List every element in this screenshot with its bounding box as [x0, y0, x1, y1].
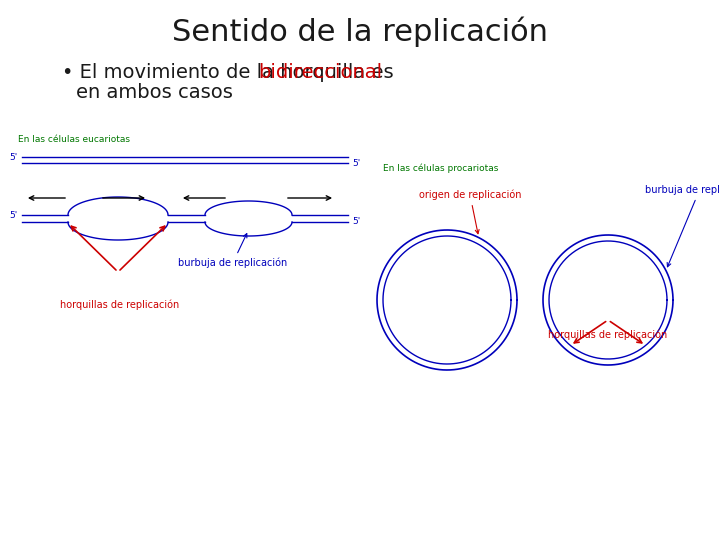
Text: • El movimiento de la horquilla es: • El movimiento de la horquilla es — [62, 63, 400, 82]
Text: burbuja de replicación: burbuja de replicación — [178, 234, 287, 268]
Text: bidireccional: bidireccional — [258, 63, 383, 82]
Text: Sentido de la replicación: Sentido de la replicación — [172, 17, 548, 47]
Text: 5': 5' — [352, 159, 360, 167]
Text: origen de replicación: origen de replicación — [419, 190, 521, 234]
Text: en ambos casos: en ambos casos — [76, 84, 233, 103]
Text: burbuja de replicación: burbuja de replicación — [645, 185, 720, 267]
Text: En las células procariotas: En las células procariotas — [383, 163, 498, 173]
Text: En las células eucariotas: En las células eucariotas — [18, 136, 130, 145]
Text: 5': 5' — [10, 152, 18, 161]
Text: horquillas de replicación: horquillas de replicación — [60, 300, 179, 310]
Text: horquillas de replicación: horquillas de replicación — [549, 330, 667, 341]
Text: 5': 5' — [352, 218, 360, 226]
Text: 5': 5' — [10, 211, 18, 219]
